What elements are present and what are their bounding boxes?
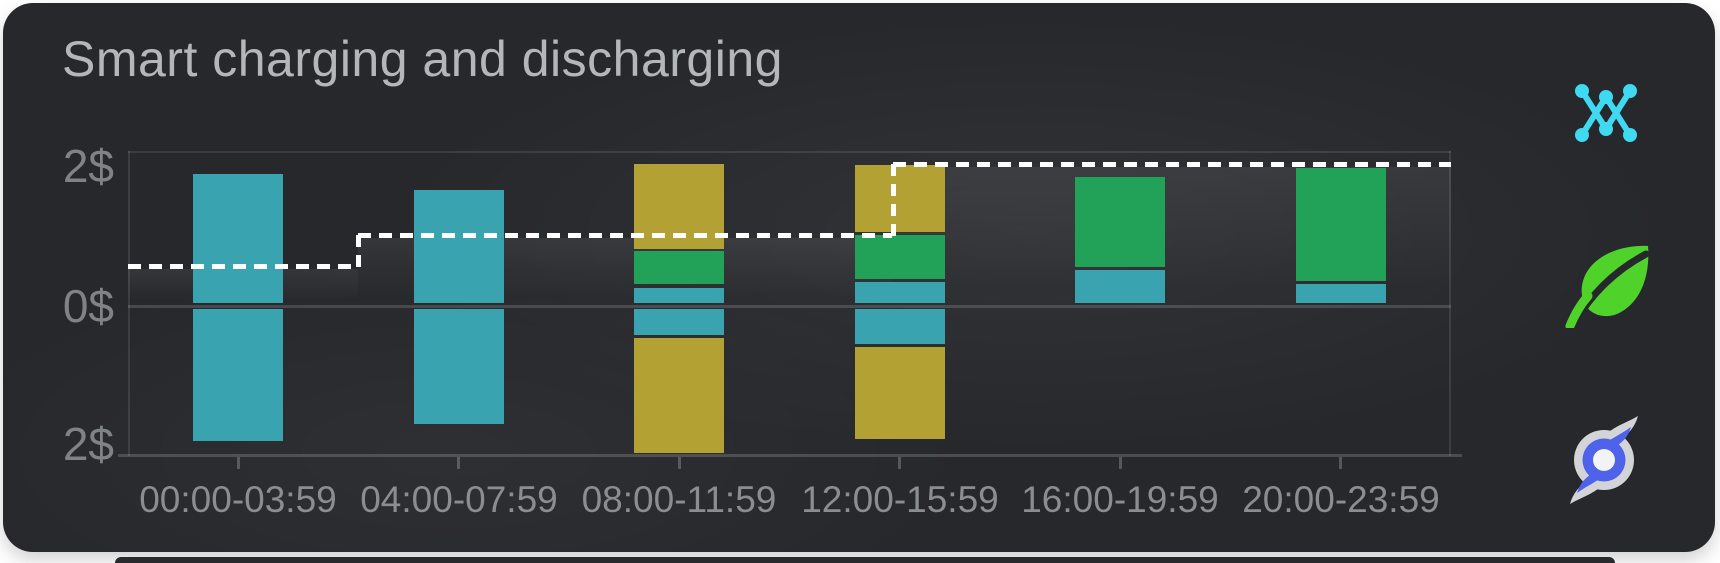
bar-segment-green bbox=[1296, 168, 1386, 281]
x-axis-label: 12:00-15:59 bbox=[801, 479, 999, 520]
x-axis-tick bbox=[1339, 457, 1342, 469]
plot-border-left bbox=[128, 151, 130, 456]
price-line-step-connector bbox=[356, 235, 361, 268]
smart-charging-card: Smart charging and discharging 2$ 0$ 2$ … bbox=[3, 3, 1715, 552]
x-axis-label: 00:00-03:59 bbox=[139, 479, 337, 520]
bar-segment-teal bbox=[1075, 270, 1165, 303]
price-line-segment bbox=[358, 233, 892, 238]
bar-segment-green bbox=[1075, 177, 1165, 267]
bar-segment-green bbox=[634, 251, 724, 284]
x-axis-label: 04:00-07:59 bbox=[360, 479, 558, 520]
bar-segment-teal bbox=[193, 309, 283, 441]
bar-segment-teal bbox=[634, 309, 724, 335]
plot-border-top bbox=[128, 151, 1451, 153]
bar-segment-teal bbox=[414, 190, 504, 303]
grid-network-icon[interactable] bbox=[1571, 78, 1641, 148]
bar-segment-teal bbox=[193, 174, 283, 303]
x-axis-line bbox=[118, 454, 1462, 457]
bar-segment-teal bbox=[1296, 284, 1386, 303]
price-line-segment bbox=[128, 264, 358, 269]
eco-leaf-icon[interactable] bbox=[1564, 240, 1656, 328]
x-axis-tick bbox=[237, 457, 240, 469]
y-axis-label-bottom: 2$ bbox=[62, 418, 114, 470]
hurricane-icon[interactable] bbox=[1566, 414, 1642, 504]
bar-segment-teal bbox=[855, 282, 945, 303]
zero-axis-line bbox=[128, 305, 1451, 308]
card-title: Smart charging and discharging bbox=[62, 31, 783, 87]
x-axis-label: 20:00-23:59 bbox=[1242, 479, 1440, 520]
bar-segment-green bbox=[855, 235, 945, 279]
bar-segment-yellow bbox=[855, 347, 945, 439]
bar-segment-teal bbox=[414, 309, 504, 424]
x-axis-label: 08:00-11:59 bbox=[581, 479, 777, 520]
x-axis-tick bbox=[898, 457, 901, 469]
bar-segment-yellow bbox=[855, 165, 945, 232]
y-axis-label-zero: 0$ bbox=[62, 280, 114, 332]
price-line-step-connector bbox=[891, 164, 896, 237]
bar-segment-teal bbox=[855, 309, 945, 344]
price-line-segment bbox=[893, 162, 1451, 167]
bar-segment-yellow bbox=[634, 338, 724, 453]
plot-border-right bbox=[1449, 151, 1451, 456]
y-axis-label-top: 2$ bbox=[62, 140, 114, 192]
x-axis-tick bbox=[1119, 457, 1122, 469]
x-axis-tick bbox=[678, 457, 681, 469]
x-axis-tick bbox=[457, 457, 460, 469]
x-axis-label: 16:00-19:59 bbox=[1021, 479, 1219, 520]
next-card-top-edge bbox=[115, 557, 1615, 563]
bar-segment-teal bbox=[634, 288, 724, 303]
